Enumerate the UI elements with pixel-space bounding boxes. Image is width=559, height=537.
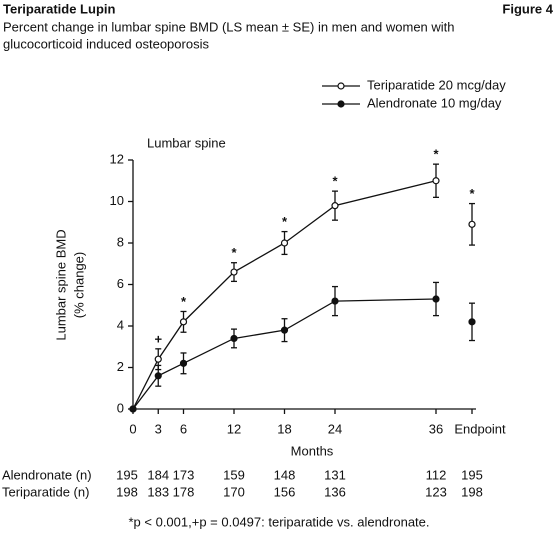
table-cell: 183 [147, 484, 169, 499]
table-cell: 112 [426, 467, 447, 482]
x-tick-label: 18 [277, 421, 291, 436]
panel-label: Lumbar spine [147, 135, 226, 150]
y-axis-label: (% change) [71, 252, 86, 318]
y-axis-label: Lumbar spine BMD [53, 229, 68, 340]
x-axis-label: Months [291, 443, 334, 458]
y-tick-label: 12 [110, 151, 124, 166]
table-row-label: Teriparatide (n) [2, 484, 89, 499]
table-cell: 156 [274, 484, 296, 499]
marker [432, 177, 440, 185]
table-cell: 148 [274, 467, 296, 482]
subtitle: Percent change in lumbar spine BMD (LS m… [3, 19, 455, 34]
table-cell: 159 [223, 467, 245, 482]
marker [179, 359, 188, 367]
marker [331, 202, 339, 210]
table-cell: 184 [147, 467, 169, 482]
y-tick-label: 8 [117, 234, 124, 249]
footnote: *p < 0.001,+p = 0.0497: teriparatide vs.… [128, 514, 429, 529]
table-cell: 123 [425, 484, 447, 499]
x-tick-label: Endpoint [454, 421, 506, 436]
significance-label: * [231, 245, 237, 260]
table-cell: 170 [223, 484, 245, 499]
y-tick-label: 10 [110, 193, 124, 208]
x-tick-label: 12 [227, 421, 241, 436]
figure-label: Figure 4 [502, 1, 553, 16]
y-tick-label: 6 [117, 276, 124, 291]
marker [337, 100, 345, 108]
table-cell: 195 [461, 467, 483, 482]
table-cell: 198 [116, 484, 138, 499]
legend-label: Teriparatide 20 mcg/day [367, 77, 506, 92]
table-cell: 131 [324, 467, 346, 482]
x-tick-label: 24 [328, 421, 342, 436]
table-cell: 173 [173, 467, 195, 482]
table-cell: 136 [324, 484, 346, 499]
significance-label: * [181, 294, 187, 309]
significance-label: * [469, 186, 475, 201]
table-cell: 195 [116, 467, 138, 482]
subtitle: glucocorticoid induced osteoporosis [3, 36, 209, 51]
significance-label: * [332, 174, 338, 189]
table-cell: 178 [173, 484, 195, 499]
x-tick-label: 0 [129, 421, 136, 436]
marker [129, 405, 137, 413]
chart-title: Teriparatide Lupin [3, 1, 115, 16]
marker [337, 82, 345, 90]
marker [280, 326, 289, 334]
series-line [132, 298, 437, 410]
y-tick-label: 4 [117, 317, 124, 332]
x-tick-label: 36 [429, 421, 443, 436]
table-row-label: Alendronate (n) [2, 467, 92, 482]
x-tick-label: 6 [180, 421, 187, 436]
significance-label: + [154, 331, 162, 346]
marker [331, 297, 339, 305]
marker [230, 334, 238, 343]
marker [154, 372, 162, 380]
marker [230, 268, 238, 276]
marker [468, 318, 476, 326]
y-tick-label: 0 [117, 400, 124, 415]
marker [179, 318, 188, 326]
legend-label: Alendronate 10 mg/day [367, 95, 502, 110]
marker [280, 239, 289, 247]
y-tick-label: 2 [117, 359, 124, 374]
marker [468, 220, 476, 228]
marker [432, 295, 440, 303]
marker [154, 355, 162, 363]
significance-label: * [433, 147, 439, 162]
significance-label: * [282, 214, 288, 229]
x-tick-label: 3 [155, 421, 162, 436]
table-cell: 198 [461, 484, 483, 499]
